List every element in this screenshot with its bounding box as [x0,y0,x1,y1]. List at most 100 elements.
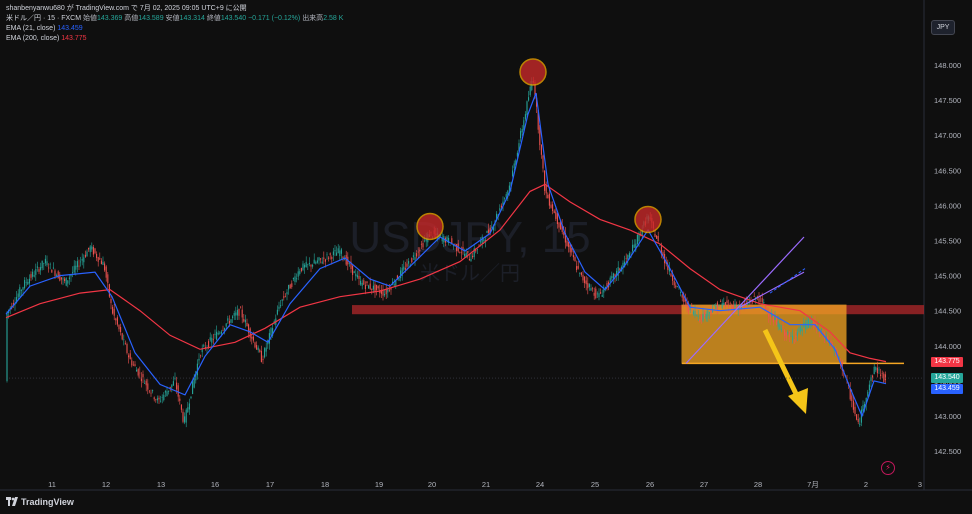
candle-body [6,312,8,381]
candle-body [507,190,509,197]
ema200-price-tag: 143.775 [931,357,963,367]
candle-body [265,347,267,352]
candle-body [164,391,166,393]
candle-body [376,284,378,290]
candle-body [736,306,738,310]
candle-body [798,327,800,332]
candle-body [548,193,550,206]
candle-body [291,283,293,287]
candle-body [617,267,619,276]
candle-body [152,390,154,392]
candle-body [307,264,309,265]
candle-body [136,369,138,372]
candle-body [46,261,48,266]
candle-body [526,101,528,116]
candle-body [353,271,355,274]
candle-body [584,276,586,284]
candle-body [571,248,573,253]
candle-body [747,302,749,305]
y-tick-label: 145.500 [934,237,961,246]
candle-body [86,251,88,257]
candle-body [366,281,368,284]
candle-body [315,262,317,264]
candle-body [739,306,741,310]
candle-body [752,301,754,303]
candle-body [582,275,584,281]
candle-body [512,170,514,177]
candle-body [542,155,544,169]
symbol-label[interactable]: 米ドル／円 · 15 · FXCM [6,15,82,22]
candle-body [80,261,82,263]
candle-body [678,287,680,289]
candle-body [873,366,875,374]
candle-body [268,333,270,344]
watermark-ticker: USDJPY, 15 [349,213,590,262]
candle-body [864,403,866,409]
candle-body [51,269,53,273]
candle-body [395,280,397,286]
candle-body [473,248,475,257]
candle-body [203,345,205,347]
y-tick-label: 143.000 [934,412,961,421]
candle-body [318,257,320,261]
candle-body [884,374,886,381]
candle-body [800,326,802,332]
candle-body [308,263,310,265]
candle-body [233,312,235,316]
x-tick-label: 18 [321,480,329,489]
candle-body [225,323,227,327]
candle-body [238,309,240,316]
ema200-legend[interactable]: EMA (200, close) 143.775 [6,34,87,44]
candle-body [264,348,266,358]
candle-body [283,296,285,298]
candle-body [872,375,874,378]
candle-body [108,284,110,297]
candle-body [776,317,778,325]
candle-body [324,259,326,262]
candle-body [440,234,442,236]
candle-body [804,322,806,330]
tradingview-brand[interactable]: TradingView [6,497,74,507]
candle-body [676,286,678,287]
candle-body [134,364,136,367]
candle-body [286,292,288,295]
candle-body [654,234,656,237]
candle-body [513,163,515,169]
candle-body [148,390,150,392]
candle-body [176,382,178,390]
candle-body [201,348,203,353]
candle-body [70,274,72,277]
candle-body [340,249,342,254]
candle-body [726,300,728,304]
candle-body [400,270,402,279]
candle-body [54,270,56,276]
candle-body [606,283,608,288]
candle-body [728,304,730,307]
candle-body [280,305,282,307]
candle-body [313,259,315,264]
candle-body [97,257,99,262]
candle-body [480,241,482,243]
candle-body [140,377,142,382]
x-tick-label: 17 [266,480,274,489]
candle-body [712,310,714,312]
candle-body [224,328,226,331]
candle-body [662,252,664,257]
currency-button[interactable]: JPY [931,20,955,35]
channel-mid-line [769,268,806,294]
candle-body [788,334,790,337]
ema21-legend[interactable]: EMA (21, close) 143.459 [6,24,83,34]
close-label: 終値 [206,15,221,22]
candle-body [660,246,662,255]
candle-body [812,324,814,327]
candle-body [372,285,374,290]
candle-body [580,272,582,275]
candle-body [168,390,170,392]
candle-body [260,350,262,363]
candle-body [142,374,144,378]
lightning-icon[interactable]: ⚡ [881,461,895,475]
candle-body [636,234,638,245]
candle-body [667,264,669,270]
candle-body [240,307,242,309]
